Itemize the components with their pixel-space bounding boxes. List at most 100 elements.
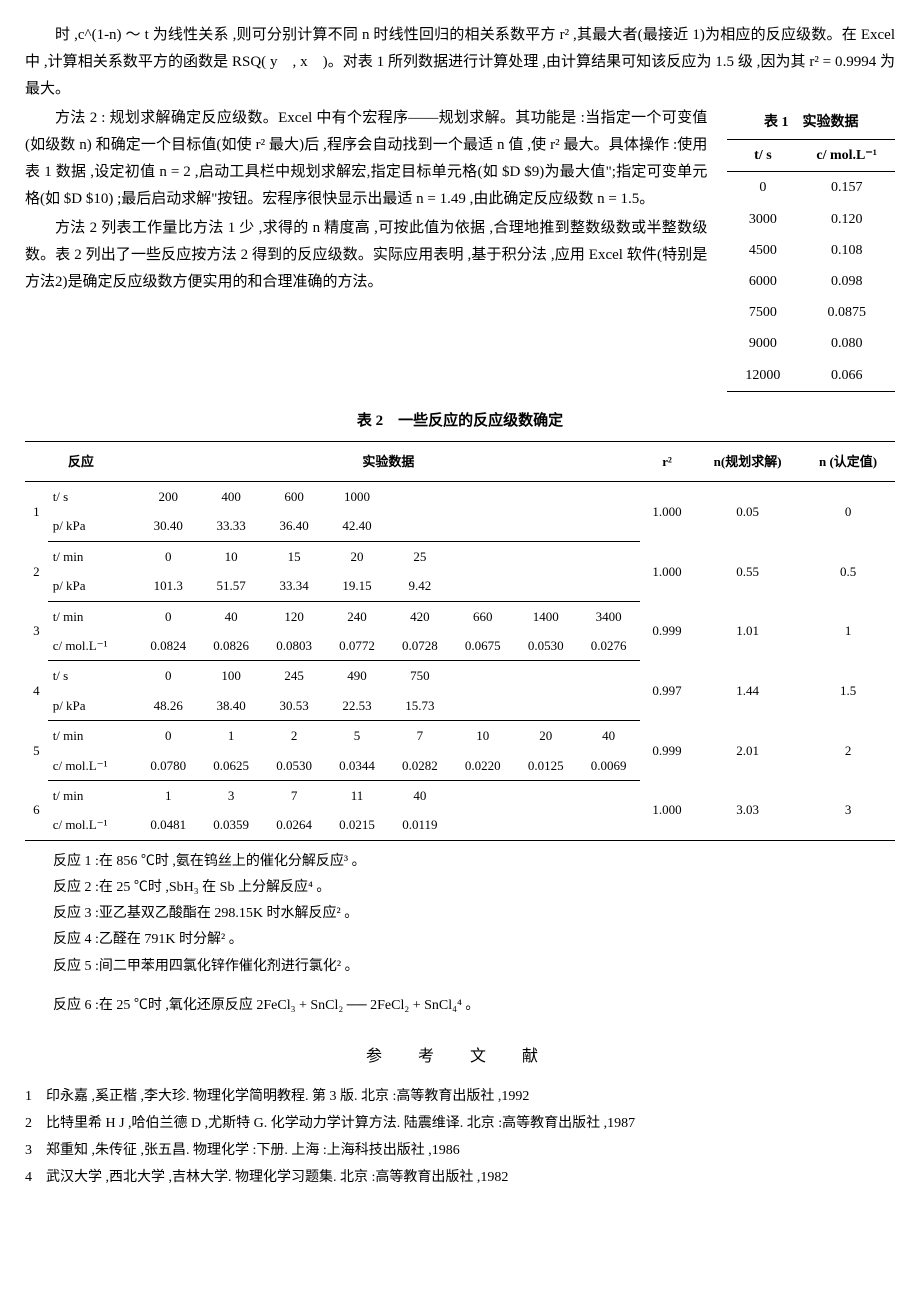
table1-cell-t: 7500 xyxy=(727,297,798,328)
table2-header-data: 实验数据 xyxy=(137,441,640,481)
table2-nsolver: 2.01 xyxy=(694,721,801,781)
reference-item: 4武汉大学 ,西北大学 ,吉林大学. 物理化学习题集. 北京 :高等教育出版社 … xyxy=(25,1165,895,1190)
table2-xval xyxy=(451,661,514,691)
table2-r2: 0.999 xyxy=(640,721,694,781)
table2-xval: 3 xyxy=(200,780,263,810)
table2-xlabel: t/ s xyxy=(48,482,137,512)
table2-header-nsolver: n(规划求解) xyxy=(694,441,801,481)
note-4: 反应 4 :乙醛在 791K 时分解² 。 xyxy=(25,927,895,952)
table1-header-t: t/ s xyxy=(727,140,798,172)
table2-xlabel: t/ min xyxy=(48,541,137,571)
table2: 反应 实验数据 r² n(规划求解) n (认定值) 1t/ s20040060… xyxy=(25,441,895,841)
table2-reaction-id: 3 xyxy=(25,601,48,661)
table2-xval: 100 xyxy=(200,661,263,691)
table2-xval xyxy=(451,482,514,512)
table2-ylabel: p/ kPa xyxy=(48,511,137,541)
table2-xval: 750 xyxy=(388,661,451,691)
table2-xval: 0 xyxy=(137,661,200,691)
table2-yval xyxy=(514,511,577,541)
table2-ylabel: c/ mol.L⁻¹ xyxy=(48,810,137,840)
table2-yval: 30.40 xyxy=(137,511,200,541)
table2-xval: 600 xyxy=(263,482,326,512)
table2-yval xyxy=(388,511,451,541)
table2-yval xyxy=(577,571,640,601)
table1-cell-t: 6000 xyxy=(727,266,798,297)
table2-nfinal: 0.5 xyxy=(801,541,895,601)
table2-yval: 0.0282 xyxy=(388,751,451,781)
table2-yval: 0.0119 xyxy=(388,810,451,840)
table2-reaction-id: 5 xyxy=(25,721,48,781)
table2-reaction-id: 6 xyxy=(25,780,48,840)
table2-xval xyxy=(451,541,514,571)
table2-row-x: 6t/ min13711401.0003.033 xyxy=(25,780,895,810)
table2-xval xyxy=(451,780,514,810)
table2-xval: 1000 xyxy=(326,482,389,512)
table2-yval: 0.0344 xyxy=(326,751,389,781)
reference-text: 比特里希 H J ,哈伯兰德 D ,尤斯特 G. 化学动力学计算方法. 陆震维译… xyxy=(46,1116,635,1131)
table2-yval: 0.0675 xyxy=(451,631,514,661)
reference-item: 1印永嘉 ,奚正楷 ,李大珍. 物理化学简明教程. 第 3 版. 北京 :高等教… xyxy=(25,1084,895,1109)
table1-row: 00.157 xyxy=(727,172,895,204)
table2-r2: 0.997 xyxy=(640,661,694,721)
table2-ylabel: c/ mol.L⁻¹ xyxy=(48,631,137,661)
table1-cell-c: 0.108 xyxy=(798,235,895,266)
table2-yval: 19.15 xyxy=(326,571,389,601)
table2-row-x: 5t/ min012571020400.9992.012 xyxy=(25,721,895,751)
table1-cell-c: 0.120 xyxy=(798,204,895,235)
table2-xval: 11 xyxy=(326,780,389,810)
table2-yval: 33.33 xyxy=(200,511,263,541)
table2-xval: 40 xyxy=(577,721,640,751)
table2-nsolver: 1.01 xyxy=(694,601,801,661)
table2-xval: 400 xyxy=(200,482,263,512)
table2-reaction-id: 1 xyxy=(25,482,48,542)
table2-yval: 33.34 xyxy=(263,571,326,601)
table2-yval: 9.42 xyxy=(388,571,451,601)
table2-xval: 2 xyxy=(263,721,326,751)
reference-number: 4 xyxy=(25,1165,46,1190)
table2-xval: 3400 xyxy=(577,601,640,631)
table2-xval: 1 xyxy=(200,721,263,751)
table2-header-r2: r² xyxy=(640,441,694,481)
table2-r2: 1.000 xyxy=(640,780,694,840)
table2-ylabel: c/ mol.L⁻¹ xyxy=(48,751,137,781)
table2-yval: 0.0826 xyxy=(200,631,263,661)
table2-yval xyxy=(451,511,514,541)
table2-xval xyxy=(514,541,577,571)
table1-cell-c: 0.080 xyxy=(798,328,895,359)
table2-yval: 0.0625 xyxy=(200,751,263,781)
table2-yval: 0.0824 xyxy=(137,631,200,661)
note-3: 反应 3 :亚乙基双乙酸酯在 298.15K 时水解反应² 。 xyxy=(25,901,895,926)
table2-row-x: 4t/ s01002454907500.9971.441.5 xyxy=(25,661,895,691)
table2-yval: 15.73 xyxy=(388,691,451,721)
table2-yval: 0.0359 xyxy=(200,810,263,840)
table2-nfinal: 1.5 xyxy=(801,661,895,721)
table2-xval xyxy=(577,541,640,571)
table1-cell-c: 0.098 xyxy=(798,266,895,297)
table2-yval: 36.40 xyxy=(263,511,326,541)
table2-yval: 0.0276 xyxy=(577,631,640,661)
table2-xval: 120 xyxy=(263,601,326,631)
table2-yval: 48.26 xyxy=(137,691,200,721)
note-6: 反应 6 :在 25 ℃时 ,氧化还原反应 2FeCl₃ + SnCl₂ ── … xyxy=(25,993,895,1018)
table2-nfinal: 1 xyxy=(801,601,895,661)
reference-number: 3 xyxy=(25,1138,46,1163)
table1-cell-c: 0.0875 xyxy=(798,297,895,328)
table2-xval: 1400 xyxy=(514,601,577,631)
table2-nfinal: 2 xyxy=(801,721,895,781)
paragraph-1: 时 ,c^(1-n) ～ t 为线性关系 ,则可分别计算不同 n 时线性回归的相… xyxy=(25,22,895,103)
table2-reaction-id: 4 xyxy=(25,661,48,721)
table1-row: 30000.120 xyxy=(727,204,895,235)
table2-xval: 490 xyxy=(326,661,389,691)
reference-text: 郑重知 ,朱传征 ,张五昌. 物理化学 :下册. 上海 :上海科技出版社 ,19… xyxy=(46,1143,460,1158)
table2-notes: 反应 1 :在 856 ℃时 ,氨在钨丝上的催化分解反应³ 。 反应 2 :在 … xyxy=(25,849,895,1018)
table2-xval: 0 xyxy=(137,601,200,631)
table2-xval xyxy=(514,482,577,512)
table2-r2: 1.000 xyxy=(640,482,694,542)
table2-yval: 0.0481 xyxy=(137,810,200,840)
table1: t/ s c/ mol.L⁻¹ 00.15730000.12045000.108… xyxy=(727,139,895,392)
table2-xval: 10 xyxy=(200,541,263,571)
table1-row: 90000.080 xyxy=(727,328,895,359)
table2-yval: 0.0125 xyxy=(514,751,577,781)
table2-nfinal: 3 xyxy=(801,780,895,840)
table2-r2: 1.000 xyxy=(640,541,694,601)
